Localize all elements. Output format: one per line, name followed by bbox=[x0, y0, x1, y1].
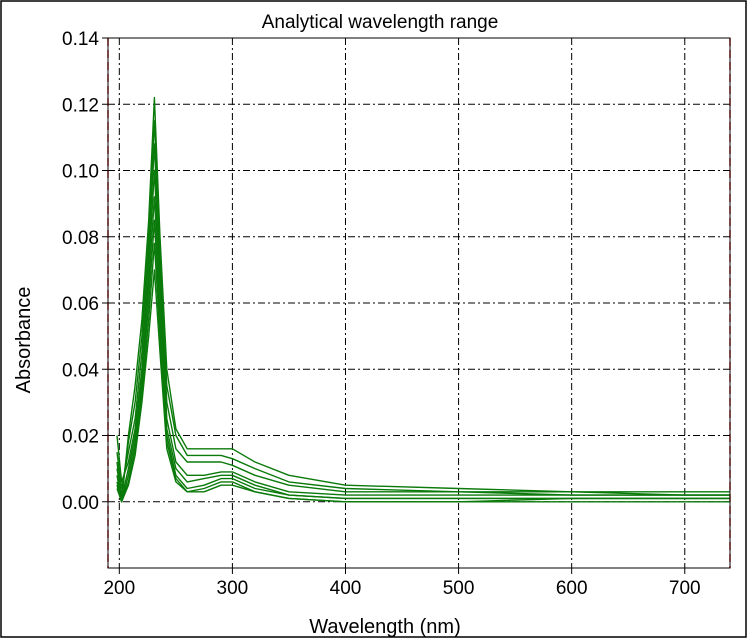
y-tick-label-2: 0.04 bbox=[62, 360, 99, 381]
series-line-0 bbox=[116, 96, 730, 503]
y-tick-label-6: 0.12 bbox=[62, 95, 99, 116]
chart-title: Analytical wavelength range bbox=[262, 12, 499, 33]
series-group bbox=[116, 96, 730, 503]
y-tick-label-5: 0.10 bbox=[62, 162, 99, 183]
series-line-1 bbox=[116, 120, 730, 496]
y-tick-label-3: 0.06 bbox=[62, 294, 99, 315]
x-tick-label-5: 700 bbox=[669, 578, 701, 599]
y-tick-label-4: 0.08 bbox=[62, 228, 99, 249]
x-axis-label: Wavelength (nm) bbox=[309, 616, 461, 638]
series-line-5 bbox=[116, 219, 730, 503]
series-line-7 bbox=[116, 269, 730, 503]
y-tick-label-7: 0.14 bbox=[62, 29, 99, 50]
x-axis-ticks: 200 300 400 500 600 700 bbox=[103, 568, 701, 599]
y-axis-label: Absorbance bbox=[13, 287, 35, 394]
x-tick-label-2: 400 bbox=[330, 578, 362, 599]
series-line-3 bbox=[116, 169, 730, 496]
y-tick-label-0: 0.00 bbox=[62, 493, 99, 514]
y-axis-ticks: 0.00 0.02 0.04 0.06 0.08 0.10 0.12 0.14 bbox=[62, 29, 108, 514]
x-tick-label-3: 500 bbox=[443, 578, 475, 599]
x-tick-label-0: 200 bbox=[103, 578, 135, 599]
series-line-2 bbox=[116, 143, 730, 496]
y-tick-label-1: 0.02 bbox=[62, 427, 99, 448]
x-tick-label-1: 300 bbox=[217, 578, 249, 599]
x-tick-label-4: 600 bbox=[556, 578, 588, 599]
